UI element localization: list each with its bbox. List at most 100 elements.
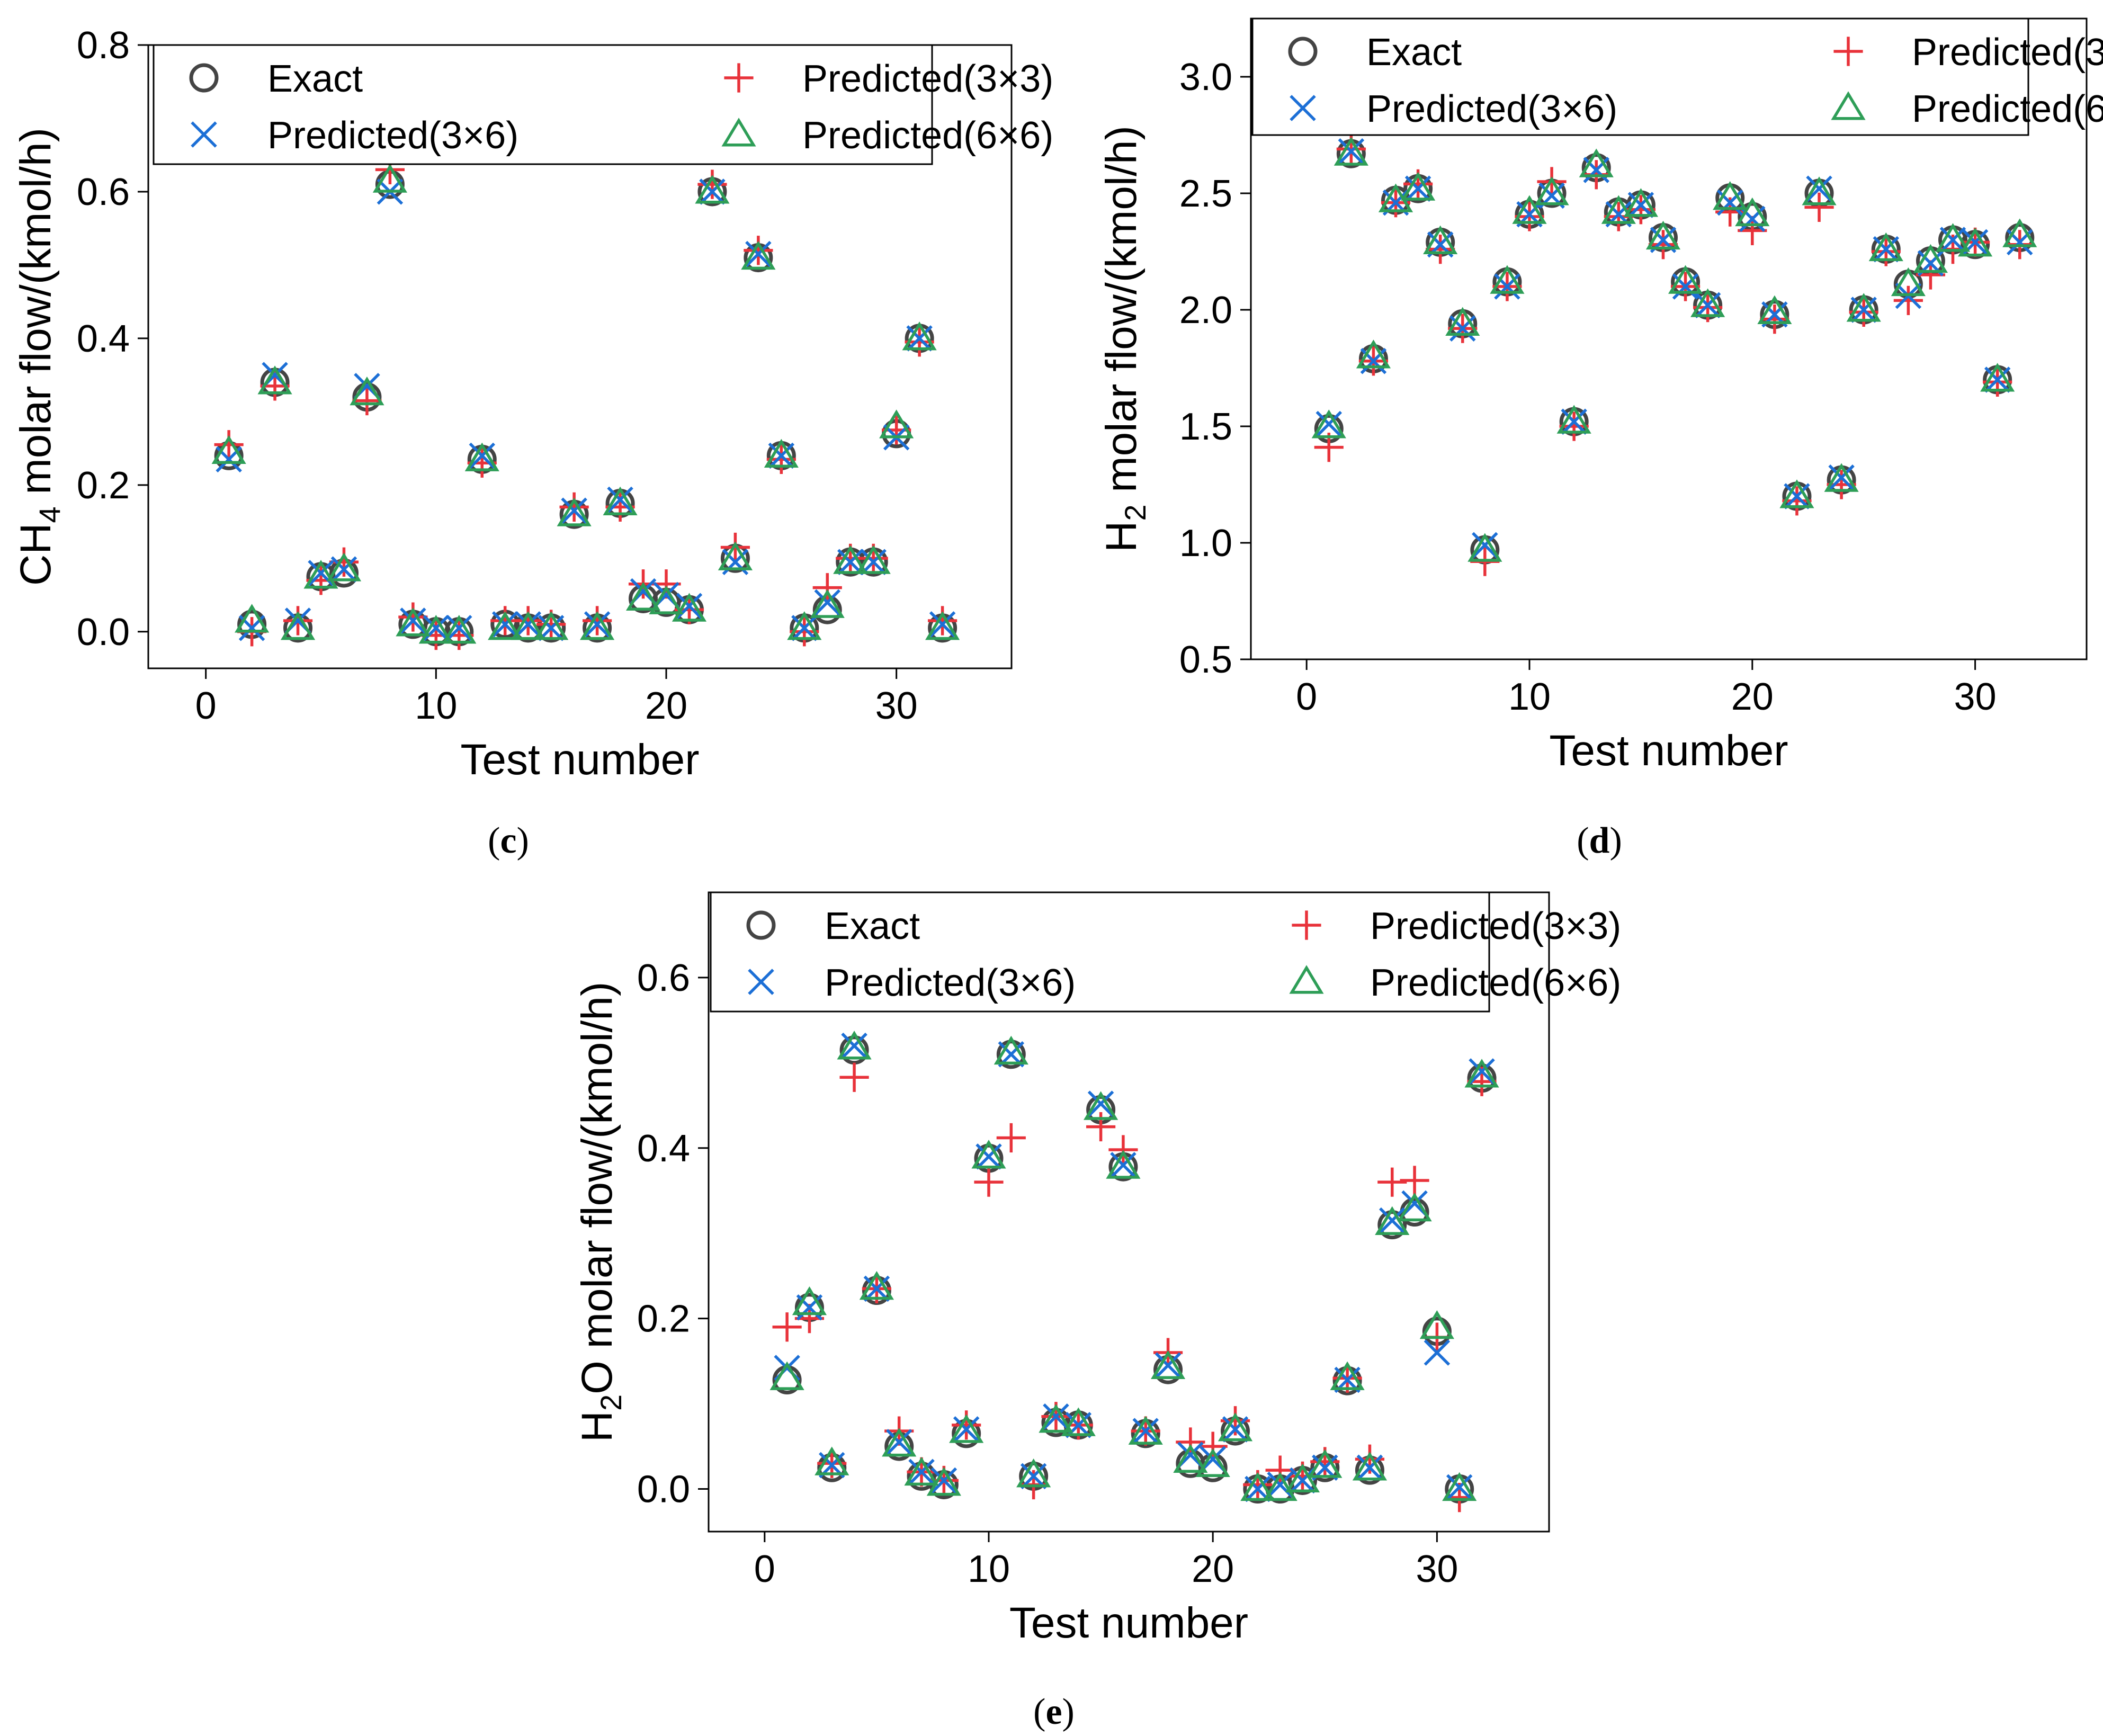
point-triangle — [372, 164, 407, 193]
point-plus — [996, 1123, 1026, 1153]
y-tick-label: 0.5 — [1179, 639, 1232, 681]
point-triangle — [815, 1446, 849, 1475]
y-tick-label: 1.5 — [1179, 406, 1232, 448]
point-cross — [1828, 464, 1855, 491]
point-triangle — [859, 1270, 894, 1300]
point-cross — [469, 442, 496, 469]
point-triangle — [1173, 1444, 1208, 1473]
point-triangle — [1150, 1350, 1186, 1379]
point-triangle — [1419, 1310, 1454, 1339]
series-triangle — [1311, 137, 2037, 562]
x-tick-label: 20 — [645, 685, 687, 727]
point-plus — [583, 606, 612, 636]
panel-label-open: ( — [1033, 1692, 1045, 1732]
y-axis-title-base: CH — [12, 523, 60, 586]
point-triangle — [2002, 218, 2037, 247]
point-cross — [515, 611, 541, 638]
point-triangle — [1397, 1192, 1432, 1222]
point-triangle — [925, 611, 960, 640]
y-tick-label: 1.0 — [1179, 522, 1232, 565]
point-triangle — [350, 376, 384, 406]
legend-label: Predicted(6×6) — [802, 114, 1053, 157]
point-cross — [860, 549, 887, 575]
panel-label-open: ( — [488, 820, 500, 861]
point-triangle — [1061, 1407, 1096, 1436]
point-triangle — [764, 439, 799, 468]
point-triangle — [211, 435, 246, 464]
y-tick-label: 3.0 — [1179, 56, 1232, 99]
legend-label: Exact — [267, 58, 363, 100]
point-plus — [974, 1167, 1004, 1197]
point-triangle — [603, 486, 638, 515]
series-plus — [772, 1062, 1497, 1513]
point-triangle — [1240, 1472, 1275, 1501]
point-cross — [1469, 1058, 1495, 1085]
y-axis-title-base: H — [1097, 521, 1146, 552]
point-triangle — [1824, 463, 1859, 492]
point-triangle — [695, 175, 730, 204]
point-triangle — [580, 611, 615, 640]
x-tick-label: 30 — [1954, 676, 1997, 718]
point-plus — [352, 386, 382, 416]
y-tick-label: 2.5 — [1179, 173, 1232, 215]
point-cross — [1289, 1467, 1316, 1494]
point-triangle — [1423, 225, 1458, 254]
point-triangle — [904, 1456, 939, 1486]
point-cross — [768, 442, 795, 469]
legend-box — [153, 44, 933, 165]
panel-label-letter: c — [500, 820, 516, 861]
legend-marker-plus — [1833, 37, 1863, 66]
point-triangle — [511, 611, 545, 640]
legend-box — [710, 891, 1490, 1013]
chart-panel-0: 0 10 20 30 0.0 0.2 0.4 0.6 0.8 Test number CH4 mol… — [12, 24, 1053, 861]
series-cross — [1316, 138, 2033, 559]
point-cross — [1110, 1152, 1136, 1178]
legend: Exact Predicted(3×3) Predicted(3×6) Predict… — [1251, 17, 2103, 136]
point-triangle — [557, 497, 592, 526]
point-cross — [400, 607, 426, 634]
panel-label-close: ) — [1062, 1692, 1075, 1732]
point-cross — [1984, 366, 2011, 393]
point-triangle — [879, 409, 914, 439]
point-triangle — [1779, 479, 1814, 508]
point-triangle — [326, 552, 362, 581]
point-triangle — [235, 604, 270, 633]
y-tick-label: 0.0 — [77, 611, 130, 654]
point-triangle — [1106, 1150, 1141, 1179]
point-triangle — [994, 1035, 1028, 1065]
point-circle — [996, 1040, 1026, 1069]
point-triangle — [1039, 1404, 1073, 1433]
point-cross — [1939, 227, 1966, 253]
point-triangle — [718, 541, 753, 570]
legend-marker-plus — [724, 63, 754, 93]
point-triangle — [1690, 288, 1725, 317]
point-cross — [1132, 1418, 1159, 1444]
y-tick-label: 0.2 — [637, 1298, 690, 1340]
legend-label: Predicted(3×6) — [267, 114, 518, 157]
point-triangle — [1334, 137, 1368, 166]
point-cross — [745, 240, 772, 267]
y-tick-label: 0.2 — [77, 464, 130, 507]
point-cross — [1850, 297, 1877, 323]
point-triangle — [1579, 148, 1614, 177]
panel-label-letter: e — [1045, 1692, 1062, 1732]
point-plus — [1400, 1166, 1429, 1195]
point-triangle — [856, 545, 891, 574]
point-cross — [863, 1275, 890, 1302]
x-axis-title: Test number — [1009, 1599, 1248, 1647]
point-plus — [1198, 1431, 1228, 1461]
point-triangle — [1084, 1091, 1118, 1120]
panel-label: (e) — [1033, 1692, 1075, 1732]
legend-marker-triangle — [1831, 91, 1866, 120]
point-plus — [1377, 1167, 1407, 1197]
legend-marker-cross — [1290, 95, 1316, 121]
point-plus — [720, 532, 750, 562]
point-triangle — [625, 581, 661, 611]
point-cross — [330, 556, 357, 583]
point-plus — [812, 573, 842, 603]
legend: Exact Predicted(3×3) Predicted(3×6) Predict… — [153, 44, 1053, 165]
point-triangle — [1802, 176, 1837, 205]
point-triangle — [1352, 1452, 1388, 1481]
y-tick-label: 0.6 — [77, 171, 130, 213]
